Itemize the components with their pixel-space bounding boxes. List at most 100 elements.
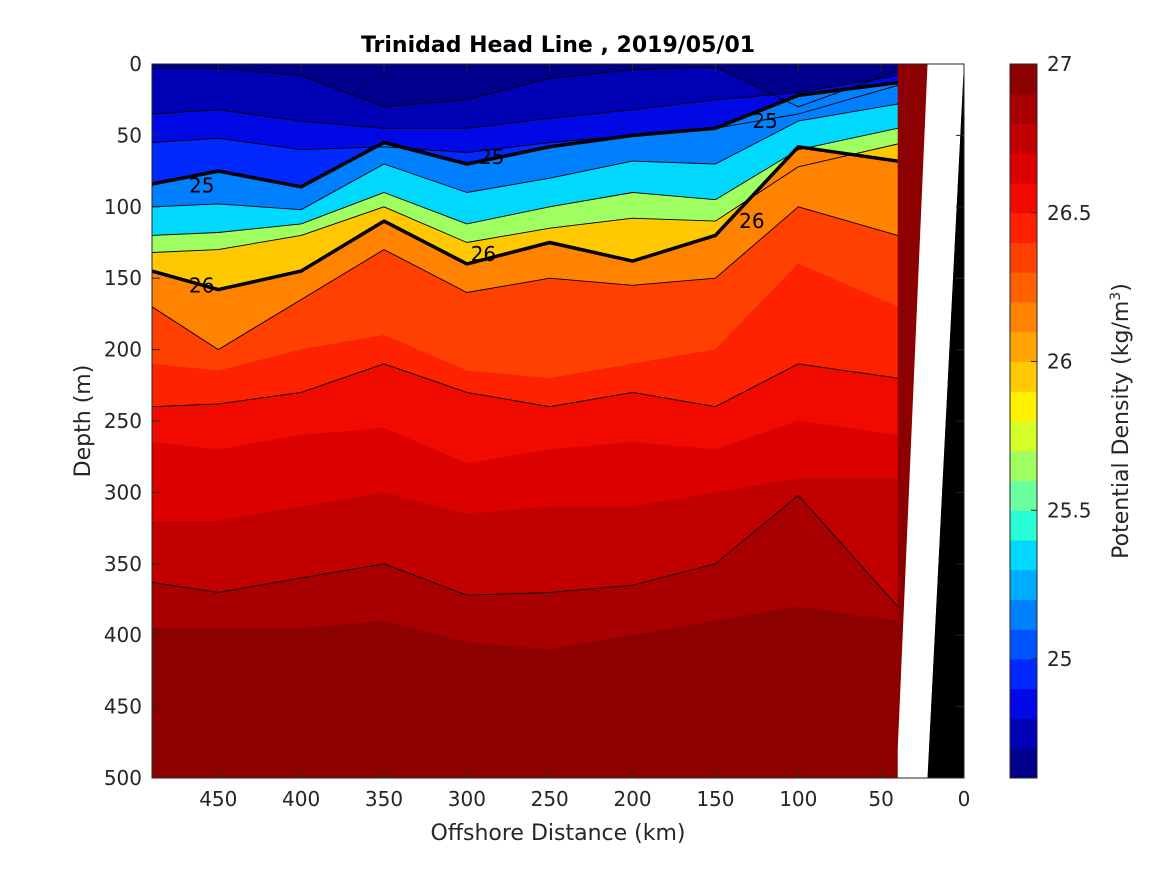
x-tick-label: 250 bbox=[531, 787, 569, 811]
colorbar-swatch bbox=[1010, 93, 1037, 124]
colorbar-tick-label: 27 bbox=[1047, 52, 1072, 76]
colorbar-tick-label: 25 bbox=[1047, 647, 1072, 671]
contour-lines bbox=[152, 66, 899, 607]
x-axis-label: Offshore Distance (km) bbox=[431, 821, 686, 846]
x-tick-label: 450 bbox=[199, 787, 237, 811]
colorbar-swatch bbox=[1010, 242, 1037, 273]
y-tick-label: 100 bbox=[104, 195, 142, 219]
contour-line bbox=[152, 103, 898, 211]
y-tick-label: 400 bbox=[104, 623, 142, 647]
colorbar-swatch bbox=[1010, 659, 1037, 690]
y-tick-label: 450 bbox=[104, 695, 142, 719]
colorbar-swatch bbox=[1010, 599, 1037, 630]
contour-line bbox=[152, 143, 898, 253]
density-band bbox=[152, 606, 898, 736]
colorbar-swatch bbox=[1010, 540, 1037, 571]
colorbar-swatch bbox=[1010, 391, 1037, 422]
density-band bbox=[152, 66, 898, 129]
colorbar-swatch bbox=[1010, 212, 1037, 243]
density-band bbox=[152, 82, 898, 210]
contour-line bbox=[152, 363, 898, 408]
colorbar-ticks: 27 26.5 26 25.5 25 bbox=[1031, 52, 1092, 671]
colorbar-label-exponent: 3 bbox=[1108, 292, 1124, 301]
density-band bbox=[152, 478, 898, 607]
y-tick-label: 0 bbox=[129, 52, 142, 76]
contour-line bbox=[152, 74, 898, 129]
colorbar-swatch bbox=[1010, 688, 1037, 719]
y-tick-label: 500 bbox=[104, 766, 142, 790]
colorbar-label-main: Potential Density (kg/m bbox=[1109, 301, 1134, 559]
colorbar-tick-label: 26 bbox=[1047, 350, 1072, 374]
colorbar-tick-label: 26.5 bbox=[1047, 201, 1092, 225]
colorbar-swatch bbox=[1010, 569, 1037, 600]
contour-label: 26 bbox=[189, 273, 214, 297]
y-tick-label: 50 bbox=[117, 123, 142, 147]
contour-label: 26 bbox=[471, 242, 496, 266]
density-band bbox=[152, 206, 898, 379]
density-band bbox=[152, 421, 898, 521]
colorbar-swatch bbox=[1010, 64, 1037, 95]
colorbar-swatch bbox=[1010, 421, 1037, 452]
y-axis-label: Depth (m) bbox=[71, 365, 96, 478]
colorbar-swatch bbox=[1010, 748, 1037, 779]
colorbar-tick-label: 25.5 bbox=[1047, 498, 1092, 522]
contour-line bbox=[152, 84, 898, 153]
colorbar-swatch bbox=[1010, 510, 1037, 541]
contour-label: 26 bbox=[739, 209, 764, 233]
x-tick-label: 350 bbox=[365, 787, 403, 811]
land-mask bbox=[927, 64, 964, 778]
contour-line-major bbox=[152, 80, 898, 189]
colorbar-swatch bbox=[1010, 272, 1037, 303]
y-tick-label: 150 bbox=[104, 266, 142, 290]
density-band bbox=[152, 64, 898, 107]
contour-line bbox=[152, 494, 899, 607]
x-tick-label: 300 bbox=[448, 787, 486, 811]
contour-label: 25 bbox=[479, 145, 504, 169]
density-band bbox=[152, 146, 898, 350]
density-band bbox=[152, 263, 898, 407]
x-tick-label: 100 bbox=[779, 787, 817, 811]
density-band bbox=[152, 678, 898, 778]
contour-line bbox=[152, 66, 898, 108]
y-tick-label: 200 bbox=[104, 338, 142, 362]
density-band bbox=[152, 363, 898, 464]
colorbar-swatch bbox=[1010, 718, 1037, 749]
contour-line-major bbox=[152, 145, 898, 292]
colorbar-swatch bbox=[1010, 123, 1037, 154]
x-axis-ticks: 450 400 350 300 250 200 150 100 50 0 bbox=[199, 64, 970, 811]
density-band bbox=[152, 75, 898, 153]
colorbar-swatch bbox=[1010, 153, 1037, 184]
density-band bbox=[152, 104, 898, 236]
x-tick-label: 400 bbox=[282, 787, 320, 811]
contour-label: 25 bbox=[752, 109, 777, 133]
colorbar-swatch bbox=[1010, 183, 1037, 214]
y-tick-label: 350 bbox=[104, 552, 142, 576]
colorbar-swatch bbox=[1010, 480, 1037, 511]
contour-line bbox=[152, 206, 898, 351]
x-tick-label: 200 bbox=[613, 787, 651, 811]
y-axis-ticks: 0 50 100 150 200 250 300 350 400 450 500 bbox=[104, 52, 964, 790]
density-bands bbox=[152, 64, 898, 778]
colorbar-frame bbox=[1009, 63, 1038, 779]
colorbar-swatch bbox=[1010, 331, 1037, 362]
colorbar-swatch bbox=[1010, 450, 1037, 481]
density-band bbox=[152, 128, 898, 253]
colorbar-label: Potential Density (kg/m3) bbox=[1108, 283, 1134, 559]
x-tick-label: 0 bbox=[958, 787, 971, 811]
coastal-gap bbox=[897, 64, 964, 778]
chart-title: Trinidad Head Line , 2019/05/01 bbox=[361, 33, 755, 58]
plot-area: 25 25 25 26 26 26 bbox=[152, 64, 964, 778]
x-tick-label: 150 bbox=[696, 787, 734, 811]
y-tick-label: 250 bbox=[104, 409, 142, 433]
colorbar bbox=[1009, 63, 1038, 779]
colorbar-label-close: ) bbox=[1109, 283, 1134, 292]
contour-line bbox=[152, 127, 898, 236]
colorbar-swatch bbox=[1010, 629, 1037, 660]
y-tick-label: 300 bbox=[104, 480, 142, 504]
colorbar-swatch bbox=[1010, 302, 1037, 333]
x-tick-label: 50 bbox=[868, 787, 893, 811]
contour-labels: 25 25 25 26 26 26 bbox=[189, 109, 778, 297]
density-band bbox=[152, 82, 898, 187]
contour-label: 25 bbox=[189, 173, 214, 197]
